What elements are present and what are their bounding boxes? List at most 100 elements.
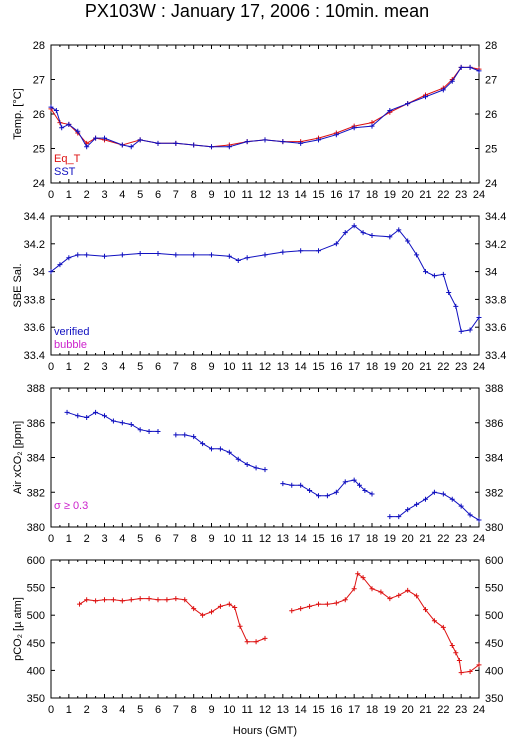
y-tick-label-right: 34 [485, 267, 497, 279]
x-tick-label: 0 [48, 189, 54, 201]
data-point [237, 623, 243, 629]
data-point [75, 252, 81, 258]
data-point [289, 608, 295, 614]
y-axis-label: SBE Sal. [12, 263, 24, 307]
x-tick-label: 19 [384, 704, 396, 716]
data-point [431, 273, 437, 279]
data-point [467, 512, 473, 518]
x-tick-label: 3 [101, 704, 107, 716]
data-point [200, 441, 206, 447]
data-point [84, 597, 90, 603]
data-point [119, 252, 125, 258]
chart-panel-2: 0 1 2 3 4 5 6 7 8 9 10 11 12 13 14 15 16 17 18 19 20 21 22 23 24… [12, 211, 506, 373]
x-tick-label: 18 [366, 189, 378, 201]
x-tick-label: 6 [155, 189, 161, 201]
data-point [244, 139, 250, 145]
x-tick-label: 23 [455, 533, 467, 545]
data-point [405, 587, 411, 593]
x-tick-label: 15 [312, 361, 324, 373]
x-tick-label: 2 [84, 361, 90, 373]
data-point [84, 252, 90, 258]
x-tick-label: 19 [384, 189, 396, 201]
data-point [405, 507, 411, 513]
data-point [316, 248, 321, 254]
data-point [102, 597, 107, 603]
data-point [102, 413, 107, 419]
data-point [351, 586, 357, 592]
x-tick-label: 21 [419, 189, 431, 201]
x-tick-label: 24 [473, 361, 485, 373]
data-point [235, 257, 241, 263]
data-point [362, 488, 368, 494]
y-tick-label: 34.2 [24, 239, 45, 251]
data-point [440, 491, 446, 497]
data-point [324, 601, 330, 607]
x-tick-label: 16 [330, 189, 342, 201]
y-tick-label: 34.4 [24, 211, 45, 223]
series-line [389, 491, 480, 521]
data-point [440, 271, 446, 277]
y-tick-label: 500 [27, 610, 45, 622]
y-tick-label-right: 400 [485, 665, 503, 677]
x-tick-label: 6 [155, 361, 161, 373]
plot-frame [50, 44, 480, 184]
data-point [119, 420, 125, 426]
data-point [446, 289, 452, 295]
x-tick-label: 10 [223, 533, 235, 545]
x-tick-label: 6 [155, 533, 161, 545]
data-point [137, 596, 143, 602]
x-tick-label: 7 [173, 704, 179, 716]
data-point [342, 597, 348, 603]
data-point [456, 657, 462, 663]
data-point [453, 303, 459, 309]
data-point [458, 670, 464, 676]
data-point [387, 234, 393, 240]
x-tick-label: 9 [208, 704, 214, 716]
y-tick-label: 27 [33, 75, 45, 87]
data-point [369, 123, 375, 129]
x-axis-label: Hours (GMT) [233, 725, 297, 737]
data-point [387, 514, 393, 520]
data-point [298, 482, 304, 488]
x-tick-label: 22 [437, 533, 449, 545]
data-point [360, 575, 366, 581]
x-tick-label: 0 [48, 704, 54, 716]
x-tick-label: 5 [137, 361, 143, 373]
data-point [476, 314, 482, 320]
data-point [351, 223, 357, 229]
chart-panel-3: 0 1 2 3 4 5 6 7 8 9 10 11 12 13 14 15 16 17 18 19 20 21 22 23 24… [12, 383, 503, 545]
data-point [75, 128, 81, 134]
x-tick-label: 11 [241, 704, 252, 716]
y-tick-label-right: 384 [485, 453, 503, 465]
x-tick-label: 8 [191, 189, 197, 201]
x-tick-label: 3 [101, 189, 107, 201]
data-point [262, 467, 268, 473]
x-tick-label: 19 [384, 533, 396, 545]
y-tick-label-right: 350 [485, 693, 503, 705]
data-point [467, 64, 473, 70]
x-tick-label: 1 [66, 704, 72, 716]
data-point [458, 64, 464, 70]
y-tick-label-right: 600 [485, 555, 503, 567]
y-tick-label-right: 27 [485, 75, 497, 87]
data-point [440, 624, 446, 630]
data-point [84, 144, 90, 150]
data-point [467, 327, 473, 333]
y-tick-label-right: 388 [485, 383, 503, 395]
data-point [53, 108, 59, 114]
x-tick-label: 16 [330, 704, 342, 716]
data-point [262, 252, 268, 258]
data-point [289, 482, 295, 488]
x-tick-label: 16 [330, 533, 342, 545]
x-tick-label: 8 [191, 704, 197, 716]
data-point [476, 662, 482, 668]
data-point [307, 488, 313, 494]
data-point [262, 635, 268, 641]
annotation: σ ≥ 0.3 [54, 500, 88, 512]
data-point [387, 596, 393, 602]
data-point [191, 142, 197, 148]
data-point [396, 592, 402, 598]
series-line [50, 225, 480, 332]
x-tick-label: 12 [259, 361, 271, 373]
x-tick-label: 22 [437, 189, 449, 201]
